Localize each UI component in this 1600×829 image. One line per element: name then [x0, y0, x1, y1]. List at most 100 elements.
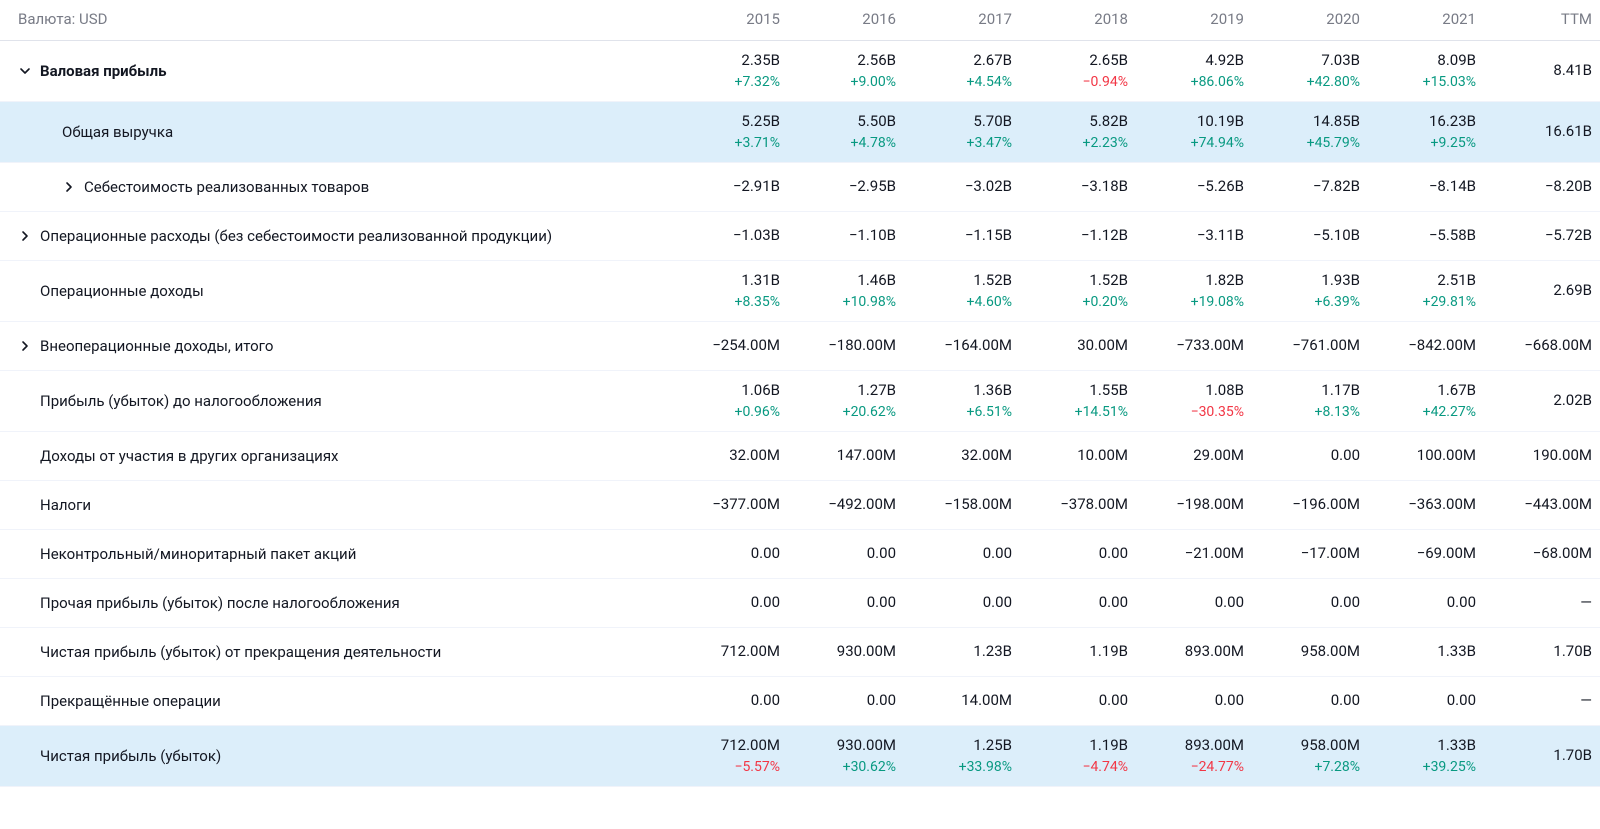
value-cell: 1.46B+10.98%	[788, 261, 904, 322]
value-main: 1.31B	[680, 271, 780, 291]
value-cell: 1.33B	[1368, 628, 1484, 677]
value-cell: 0.00	[672, 579, 788, 628]
row-label-cell: Себестоимость реализованных товаров	[0, 163, 672, 212]
column-header[interactable]: 2015	[672, 0, 788, 41]
column-header[interactable]: TTM	[1484, 0, 1600, 41]
chevron-right-icon[interactable]	[62, 180, 76, 194]
value-cell: −492.00M	[788, 481, 904, 530]
value-main: −761.00M	[1260, 336, 1360, 356]
row-label-text: Неконтрольный/миноритарный пакет акций	[40, 544, 356, 564]
row-label-text[interactable]: Внеоперационные доходы, итого	[40, 336, 273, 356]
value-cell: 16.23B+9.25%	[1368, 102, 1484, 163]
value-main: −492.00M	[796, 495, 896, 515]
value-main: −1.03B	[680, 226, 780, 246]
value-change: +0.96%	[680, 403, 780, 421]
value-cell: 16.61B	[1484, 102, 1600, 163]
value-main: 100.00M	[1376, 446, 1476, 466]
table-row: Чистая прибыль (убыток)712.00M−5.57%930.…	[0, 726, 1600, 787]
value-cell: −5.10B	[1252, 212, 1368, 261]
row-label-cell: Общая выручка	[0, 102, 672, 163]
value-change: +42.27%	[1376, 403, 1476, 421]
column-header[interactable]: 2019	[1136, 0, 1252, 41]
value-main: −164.00M	[912, 336, 1012, 356]
value-main: 5.70B	[912, 112, 1012, 132]
value-cell: −377.00M	[672, 481, 788, 530]
column-header[interactable]: 2018	[1020, 0, 1136, 41]
value-main: 1.27B	[796, 381, 896, 401]
value-cell: 0.00	[672, 677, 788, 726]
value-change: +86.06%	[1144, 73, 1244, 91]
value-main: −196.00M	[1260, 495, 1360, 515]
row-label-text[interactable]: Операционные расходы (без себестоимости …	[40, 226, 552, 246]
value-main: 1.23B	[912, 642, 1012, 662]
value-main: 1.55B	[1028, 381, 1128, 401]
value-cell: −1.03B	[672, 212, 788, 261]
value-main: 14.85B	[1260, 112, 1360, 132]
table-header-row: Валюта: USD 2015201620172018201920202021…	[0, 0, 1600, 41]
value-cell: 0.00	[672, 530, 788, 579]
column-header[interactable]: 2020	[1252, 0, 1368, 41]
value-cell: 1.52B +0.20%	[1020, 261, 1136, 322]
column-header[interactable]: 2016	[788, 0, 904, 41]
row-label-text[interactable]: Валовая прибыль	[40, 61, 167, 81]
value-main: 0.00	[1260, 593, 1360, 613]
value-main: 1.67B	[1376, 381, 1476, 401]
value-main: 0.00	[1260, 446, 1360, 466]
value-cell: —	[1484, 579, 1600, 628]
value-cell: −254.00M	[672, 322, 788, 371]
value-main: 2.35B	[680, 51, 780, 71]
value-cell: 930.00M	[788, 628, 904, 677]
value-cell: 0.00	[788, 579, 904, 628]
value-cell: 1.82B+19.08%	[1136, 261, 1252, 322]
value-cell: −8.14B	[1368, 163, 1484, 212]
value-main: 930.00M	[796, 736, 896, 756]
value-main: 2.65B	[1028, 51, 1128, 71]
value-main: 1.52B	[1028, 271, 1128, 291]
value-cell: −158.00M	[904, 481, 1020, 530]
value-cell: 32.00M	[904, 432, 1020, 481]
value-cell: 8.41B	[1484, 41, 1600, 102]
value-cell: −1.15B	[904, 212, 1020, 261]
value-main: 10.19B	[1144, 112, 1244, 132]
value-main: −3.11B	[1144, 226, 1244, 246]
value-change: +4.54%	[912, 73, 1012, 91]
value-main: 1.36B	[912, 381, 1012, 401]
value-cell: 1.36B+6.51%	[904, 371, 1020, 432]
value-cell: −5.72B	[1484, 212, 1600, 261]
value-main: 30.00M	[1028, 336, 1128, 356]
chevron-right-icon[interactable]	[18, 339, 32, 353]
row-label-text: Налоги	[40, 495, 91, 515]
value-main: −668.00M	[1492, 336, 1592, 356]
value-change: +0.20%	[1028, 293, 1128, 311]
table-body: Валовая прибыль2.35B+7.32%2.56B+9.00%2.6…	[0, 41, 1600, 787]
value-cell: 147.00M	[788, 432, 904, 481]
column-header[interactable]: 2017	[904, 0, 1020, 41]
value-main: −8.20B	[1492, 177, 1592, 197]
row-label-cell: Чистая прибыль (убыток) от прекращения д…	[0, 628, 672, 677]
value-cell: 5.50B+4.78%	[788, 102, 904, 163]
value-main: −198.00M	[1144, 495, 1244, 515]
row-label-cell: Налоги	[0, 481, 672, 530]
table-row: Доходы от участия в других организациях3…	[0, 432, 1600, 481]
chevron-down-icon[interactable]	[18, 64, 32, 78]
chevron-right-icon[interactable]	[18, 229, 32, 243]
value-change: +19.08%	[1144, 293, 1244, 311]
row-label-text[interactable]: Себестоимость реализованных товаров	[84, 177, 369, 197]
value-change: +45.79%	[1260, 134, 1360, 152]
value-change: +33.98%	[912, 758, 1012, 776]
value-cell: −198.00M	[1136, 481, 1252, 530]
table-row: Прекращённые операции0.000.0014.00M0.000…	[0, 677, 1600, 726]
value-main: 1.93B	[1260, 271, 1360, 291]
value-main: 14.00M	[912, 691, 1012, 711]
table-row: Внеоперационные доходы, итого−254.00M−18…	[0, 322, 1600, 371]
value-main: 1.70B	[1492, 746, 1592, 766]
value-main: 1.33B	[1376, 642, 1476, 662]
value-main: −5.72B	[1492, 226, 1592, 246]
value-cell: 1.70B	[1484, 628, 1600, 677]
column-header[interactable]: 2021	[1368, 0, 1484, 41]
row-label-cell: Операционные расходы (без себестоимости …	[0, 212, 672, 261]
value-change: +15.03%	[1376, 73, 1476, 91]
value-main: 958.00M	[1260, 642, 1360, 662]
value-main: −158.00M	[912, 495, 1012, 515]
value-cell: 893.00M	[1136, 628, 1252, 677]
